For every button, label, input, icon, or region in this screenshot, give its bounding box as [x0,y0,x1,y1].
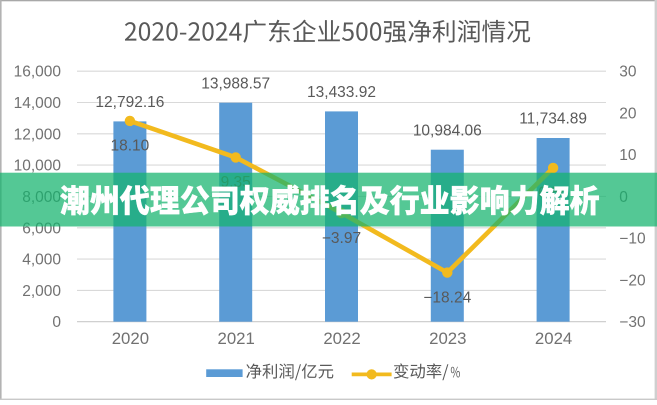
svg-text:−30: −30 [619,314,646,331]
svg-text:18.10: 18.10 [111,138,150,155]
svg-text:10: 10 [619,147,637,164]
svg-text:10,000: 10,000 [14,158,62,175]
svg-text:10,984.06: 10,984.06 [413,122,482,139]
svg-text:13,433.92: 13,433.92 [307,84,376,101]
svg-text:30: 30 [619,64,637,81]
svg-text:13,988.57: 13,988.57 [201,75,270,92]
svg-text:2022: 2022 [323,329,360,348]
svg-text:20: 20 [619,105,637,122]
svg-text:2020: 2020 [112,329,149,348]
svg-text:16,000: 16,000 [14,64,62,81]
svg-text:−20: −20 [619,272,646,289]
svg-text:12,792.16: 12,792.16 [95,94,164,111]
svg-text:−18.24: −18.24 [423,289,471,306]
svg-text:2021: 2021 [218,329,255,348]
svg-text:−3.97: −3.97 [322,230,361,247]
svg-text:11,734.89: 11,734.89 [519,111,587,128]
svg-text:2023: 2023 [429,329,466,348]
svg-text:4,000: 4,000 [22,252,61,269]
svg-text:2024: 2024 [535,329,572,348]
svg-text:0: 0 [52,314,61,331]
svg-text:12,000: 12,000 [14,126,62,143]
svg-text:14,000: 14,000 [14,95,62,112]
svg-text:2,000: 2,000 [22,283,61,300]
svg-text:−10: −10 [619,231,646,248]
